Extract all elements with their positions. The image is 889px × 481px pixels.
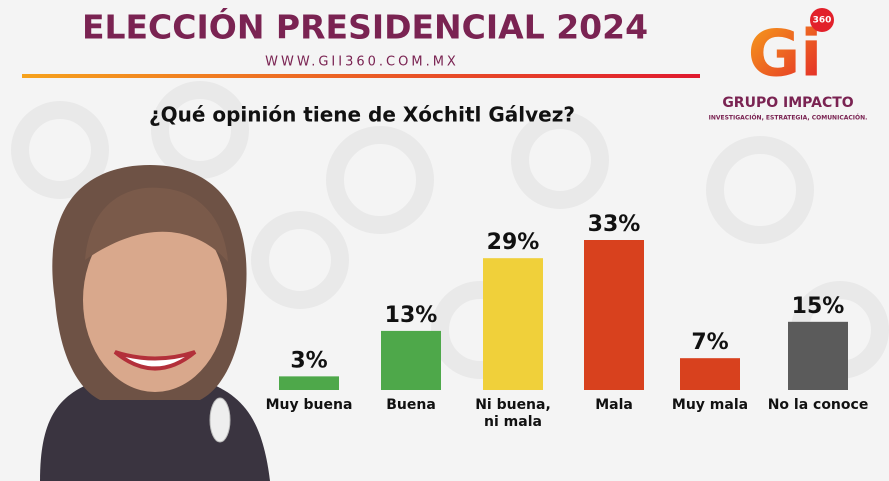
logo-name: GRUPO IMPACTO [722, 95, 853, 111]
value-label: 7% [691, 330, 728, 355]
bar [584, 240, 644, 390]
background-pattern [11, 81, 889, 379]
bar [483, 258, 543, 390]
logo-badge: 360 [813, 16, 832, 26]
chart-title: ¿Qué opinión tiene de Xóchitl Gálvez? [149, 103, 575, 127]
category-label: Mala [595, 397, 633, 413]
page-title: ELECCIÓN PRESIDENCIAL 2024 [82, 7, 648, 47]
category-label: Muy buena [265, 397, 353, 413]
logo-badge-circle [810, 8, 834, 32]
category-label: Buena [386, 397, 436, 413]
value-label: 13% [385, 303, 438, 328]
value-label: 15% [792, 294, 845, 319]
logo-mark: Gi [748, 18, 822, 92]
logo-tagline: INVESTIGACIÓN, ESTRATEGIA, COMUNICACIÓN. [709, 115, 868, 122]
category-label: No la conoce [767, 397, 869, 413]
category-label: Muy mala [671, 397, 749, 413]
website: WWW.GII360.COM.MX [265, 55, 459, 70]
value-label: 33% [588, 212, 641, 237]
category-label: Ni buena, ni mala [475, 397, 551, 430]
bar [381, 330, 441, 390]
bar [788, 321, 848, 390]
bar [279, 376, 339, 390]
header-rule [22, 74, 700, 78]
value-label: 29% [487, 230, 540, 255]
candidate-photo [40, 165, 270, 481]
value-label: 3% [290, 348, 327, 373]
bar [680, 358, 740, 390]
